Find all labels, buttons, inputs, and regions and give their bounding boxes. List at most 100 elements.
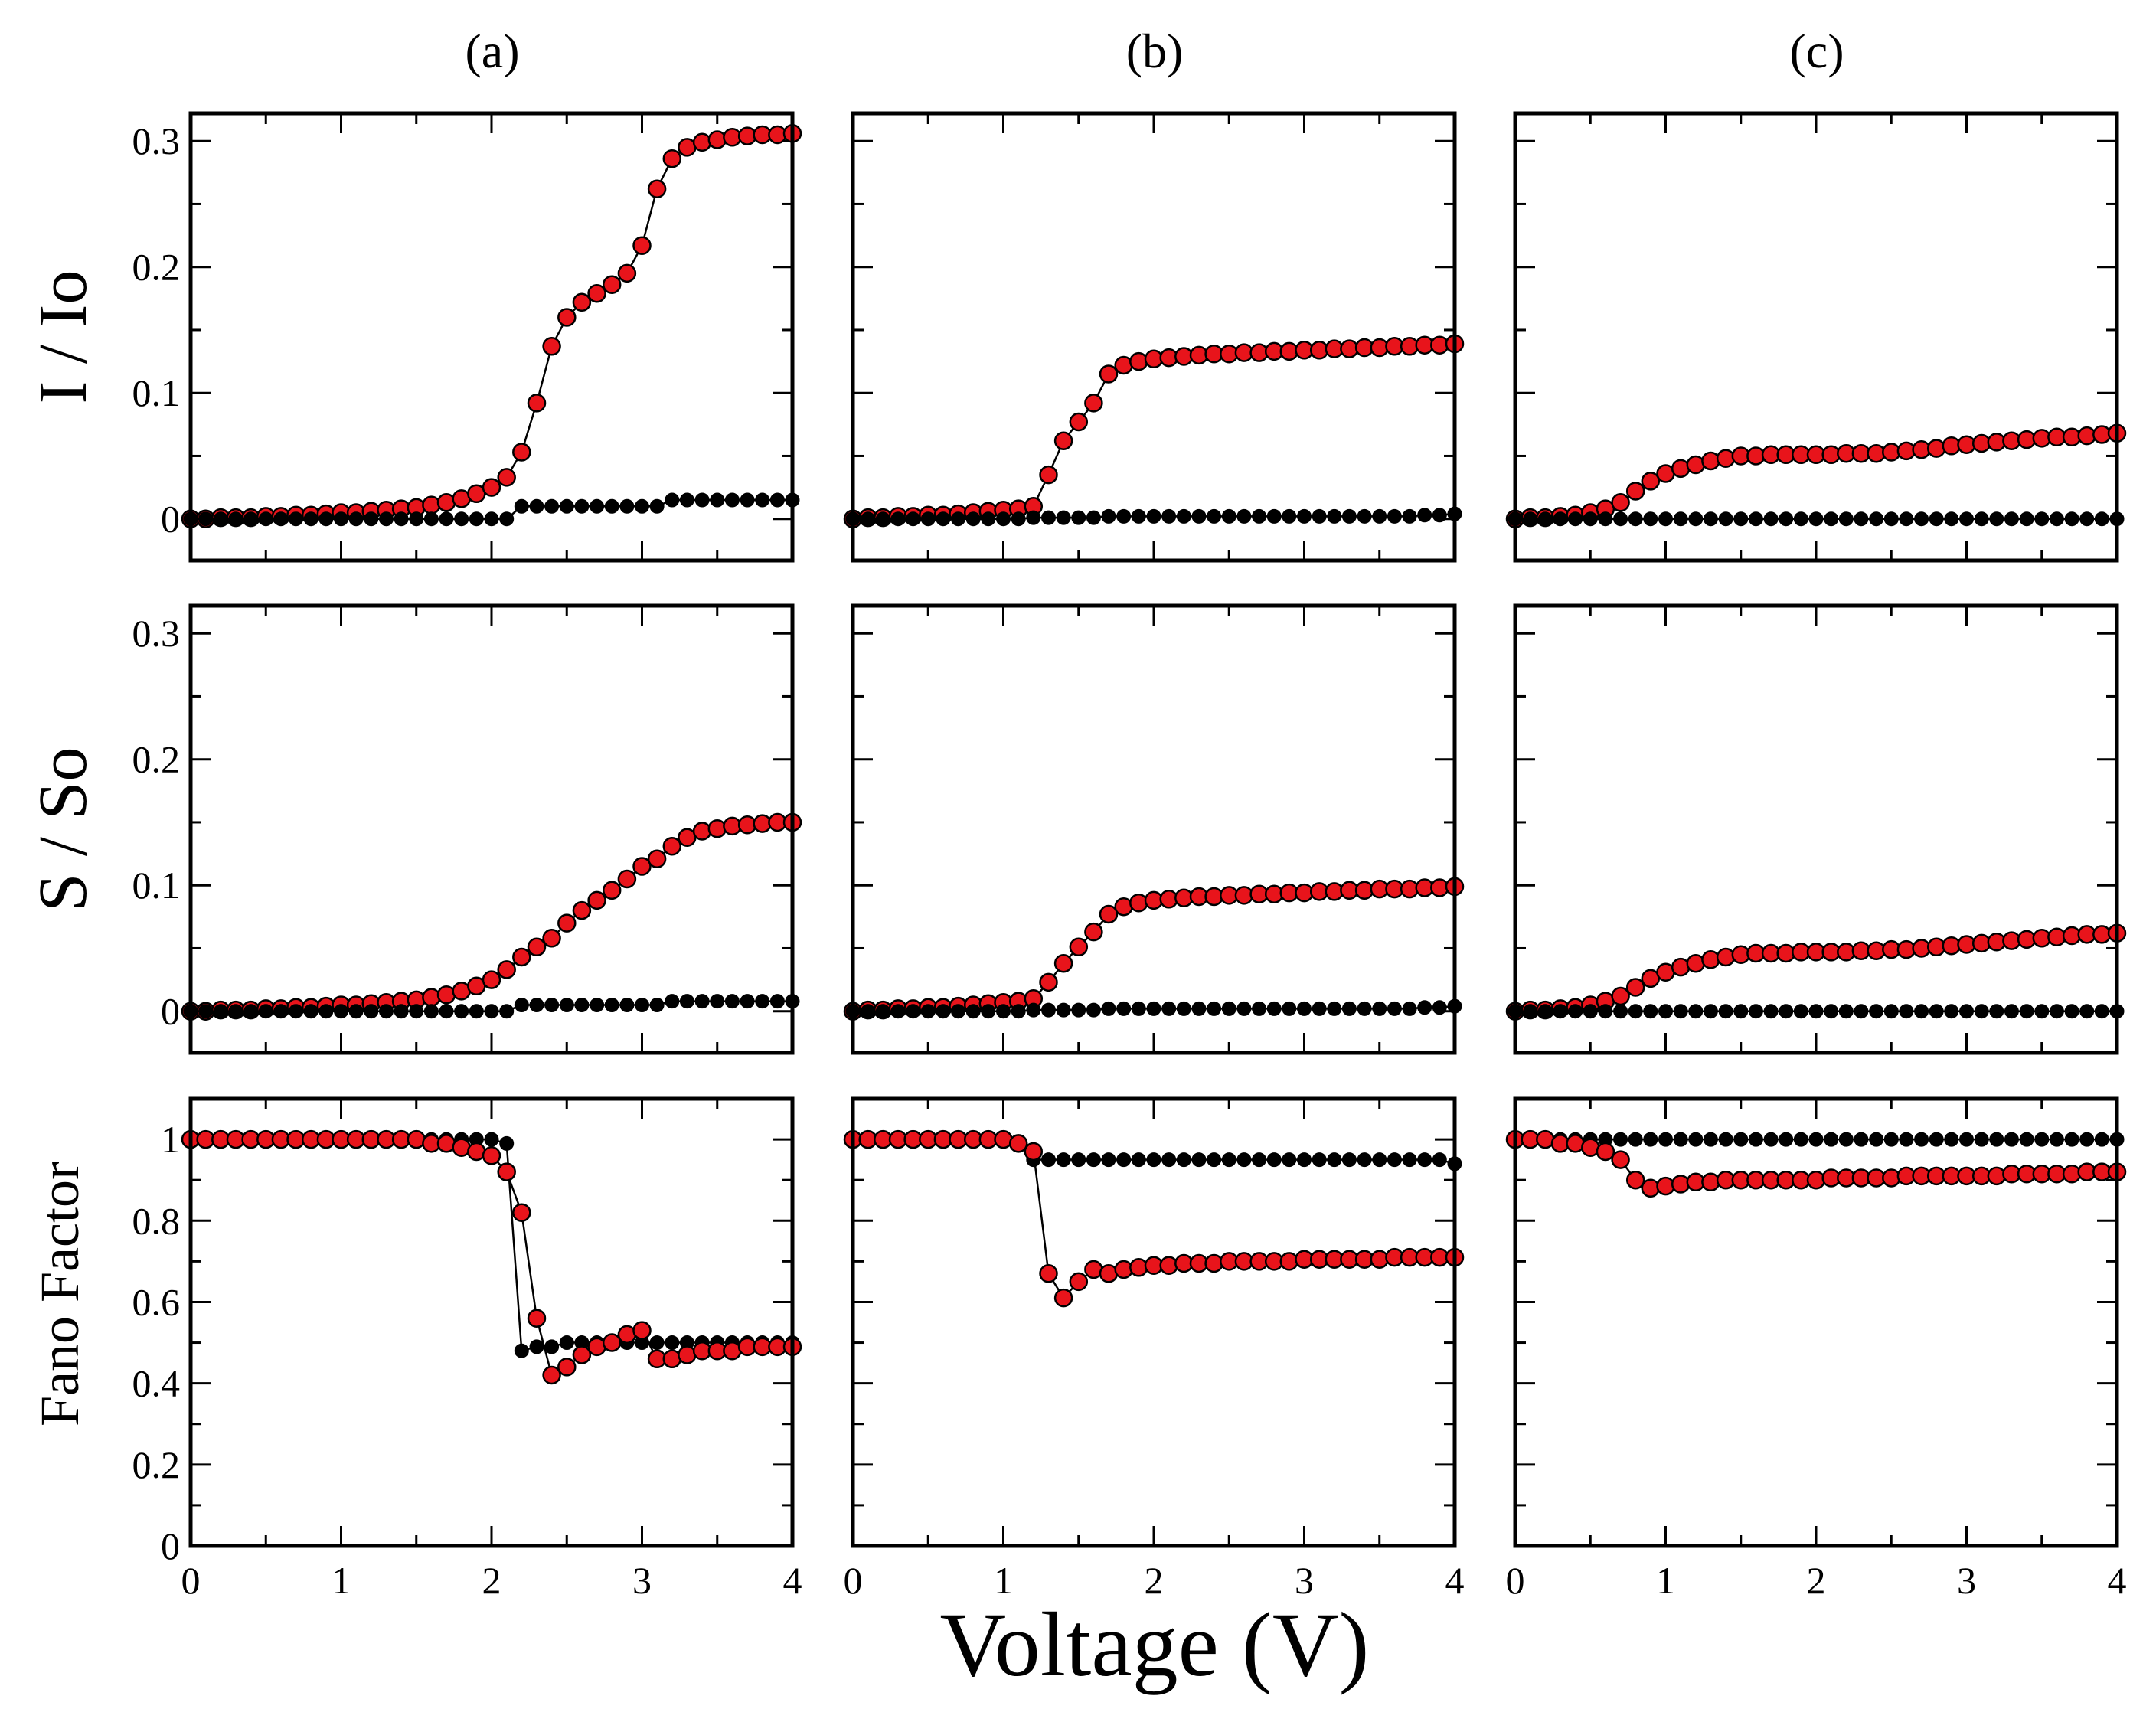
point-black [1583,1004,1598,1019]
point-red [512,443,531,462]
point-black [1191,508,1207,524]
point-red [1024,1142,1044,1162]
point-red [436,493,456,512]
point-red [1611,986,1630,1006]
point-black [2019,1004,2034,1019]
point-black [1718,1004,1733,1019]
point-black [1041,510,1056,525]
point-black [1086,1152,1101,1168]
point-black [1161,1152,1177,1168]
point-black [1883,1004,1899,1019]
point-black [1297,508,1312,524]
x-tick-label: 2 [482,1559,501,1602]
point-black [890,511,906,527]
x-tick-label: 1 [1656,1559,1675,1602]
point-black [1838,1004,1854,1019]
point-black [1793,1004,1808,1019]
point-black [1899,511,1914,527]
point-black [936,1004,951,1019]
point-black [1944,1132,1959,1147]
point-red [662,149,682,168]
point-black [2004,511,2019,527]
point-red [1701,1172,1720,1192]
point-black [965,511,981,527]
point-red [572,900,592,920]
point-black [724,492,740,508]
point-black [1191,1152,1207,1168]
y-tick-label: 0.2 [132,246,181,289]
x-tick-label: 4 [1446,1559,1465,1602]
point-red [1008,1134,1028,1153]
point-black [1553,511,1568,527]
point-red [1611,1150,1630,1169]
point-black [1176,508,1191,524]
point-black [1808,1132,1824,1147]
point-black [574,998,590,1012]
point-black [499,1004,514,1019]
point-black [213,1004,228,1019]
point-black [1207,1152,1222,1168]
point-red [1039,972,1058,992]
point-red [1641,1178,1661,1198]
point-black [1372,1152,1387,1168]
point-black [544,998,560,1012]
point-black [1146,1001,1161,1016]
point-black [1959,1004,1974,1019]
point-black [409,1004,424,1019]
point-black [289,1004,303,1019]
point-black [2094,1132,2109,1147]
point-red [557,1358,577,1377]
point-black [619,498,635,514]
point-red [512,947,531,967]
point-black [755,492,770,508]
point-black [2094,1004,2109,1019]
point-black [1974,1132,1989,1147]
point-black [1869,511,1884,527]
point-black [1854,1004,1869,1019]
x-tick-label: 4 [2108,1559,2127,1602]
point-black [1673,1132,1688,1147]
y-tick-label: 0 [161,1524,180,1567]
panel-c-fano: 0 1 2 3 4 [1506,1096,2127,1602]
point-black [454,1004,469,1019]
point-black [1733,511,1749,527]
point-black [1929,511,1944,527]
y-tick-label: 0.8 [132,1199,181,1242]
point-red [1806,1170,1826,1190]
x-tick-label: 2 [1807,1559,1826,1602]
point-red [482,970,501,989]
point-red [497,1162,516,1181]
point-red [542,1365,561,1385]
panel-b-fano: 0 1 2 3 4 [844,1096,1465,1602]
point-black [423,1004,439,1019]
panel-c-current [1505,111,2127,563]
point-black [1357,508,1372,524]
point-black [2049,1132,2064,1147]
point-black [1628,511,1643,527]
y-tick-label: 0.2 [132,1443,181,1486]
point-black [1643,511,1658,527]
point-black [1523,1004,1538,1019]
point-black [1824,1132,1839,1147]
point-black [1763,1004,1779,1019]
point-black [1207,1001,1222,1016]
point-red [647,849,667,868]
point-red [1039,1264,1058,1283]
point-black [1613,1004,1628,1019]
point-black [2079,1004,2095,1019]
point-black [1824,1004,1839,1019]
point-black [1312,1152,1327,1168]
point-black [965,1004,981,1019]
point-black [635,998,649,1012]
point-black [1899,1004,1914,1019]
point-red [436,985,456,1005]
point-black [1718,1132,1733,1147]
point-black [1297,1152,1312,1168]
point-red [1656,1176,1675,1196]
y-tick-label: 0.1 [132,371,181,414]
plot-frame [188,603,795,1055]
point-black [1838,1132,1854,1147]
point-black [1282,1001,1297,1016]
plot-frame [1513,1096,2119,1548]
point-black [1613,1132,1628,1147]
